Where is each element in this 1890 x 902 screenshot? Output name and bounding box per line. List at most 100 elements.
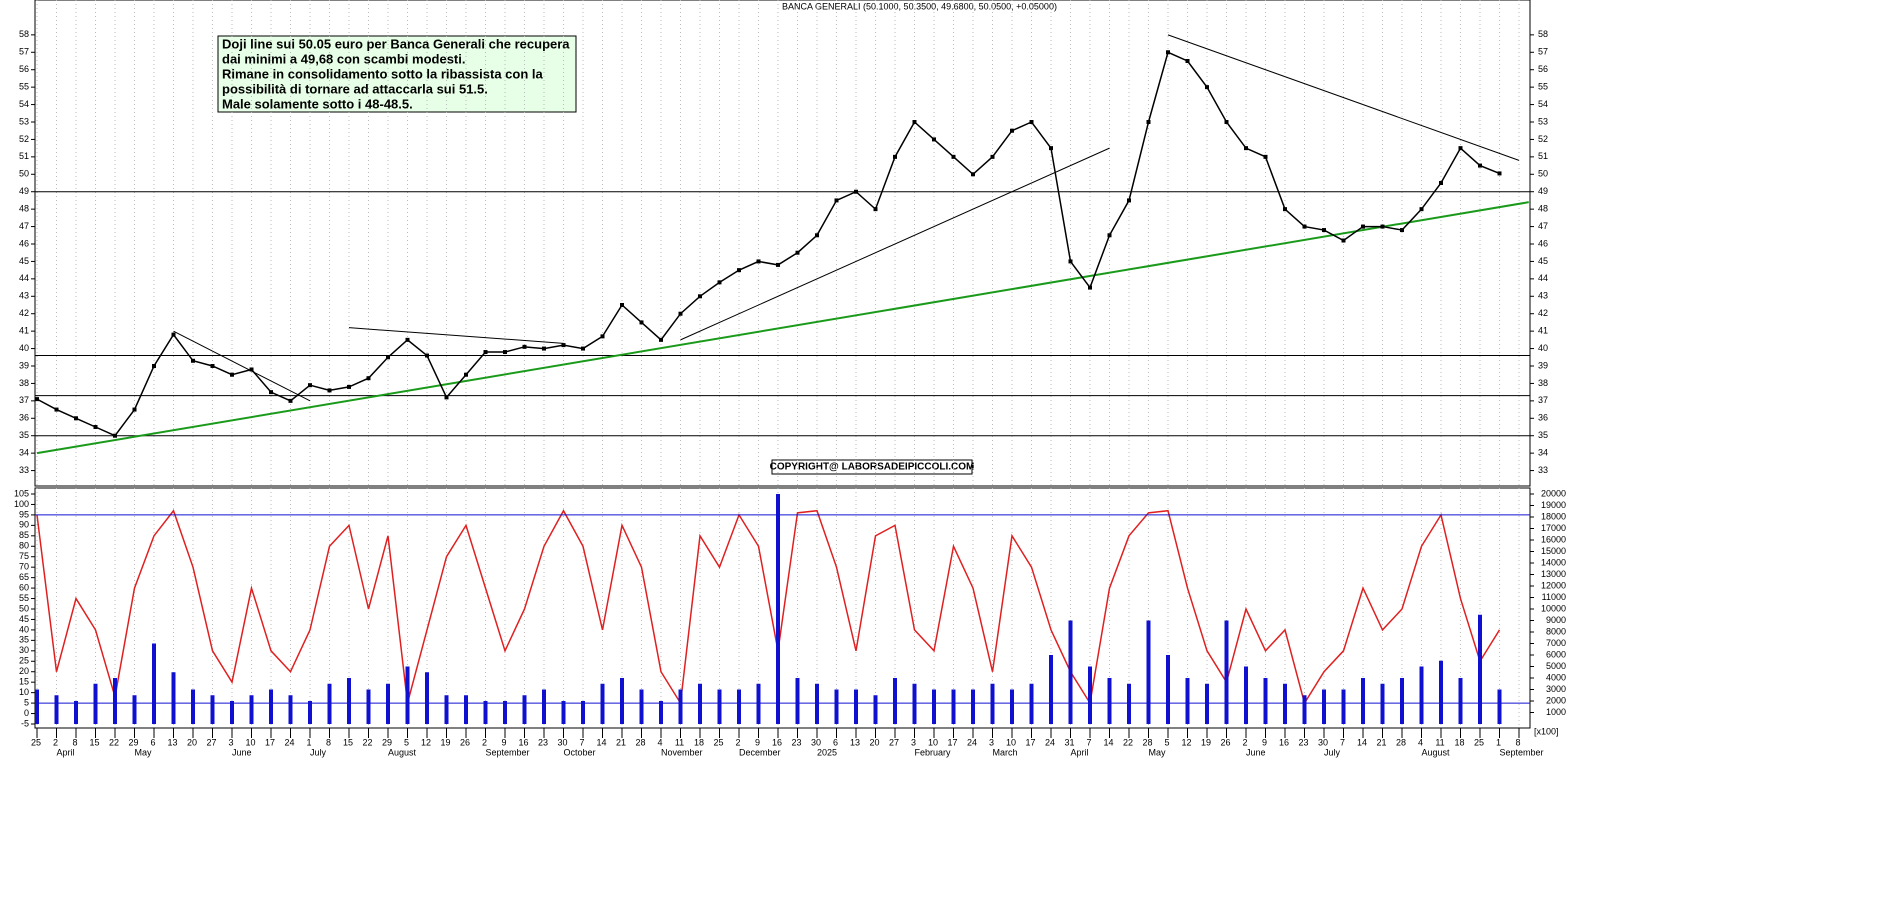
price-marker xyxy=(93,425,98,429)
y-tick-label: 49 xyxy=(19,186,29,196)
price-marker xyxy=(678,311,683,316)
trend-line xyxy=(36,201,1529,455)
x-tick-label: 15 xyxy=(89,737,99,747)
y-tick-label: 48 xyxy=(19,204,29,214)
y-tick-label: 40 xyxy=(19,343,29,353)
y-tick-label: 70 xyxy=(19,562,29,572)
x-tick-label: 30 xyxy=(1318,737,1328,747)
y2-tick-label: 9000 xyxy=(1546,615,1566,625)
x-tick-label: 3 xyxy=(911,737,916,747)
x-tick-label: 12 xyxy=(1181,737,1191,747)
volume-bar xyxy=(113,678,117,724)
x-tick-label: 31 xyxy=(1064,737,1074,747)
price-marker xyxy=(1458,146,1463,151)
y2-tick-label: 1000 xyxy=(1546,707,1566,717)
x-tick-label: 8 xyxy=(326,737,331,747)
x-tick-label: 16 xyxy=(772,737,782,747)
price-marker xyxy=(1010,128,1014,133)
volume-bar xyxy=(54,695,59,724)
volume-bar xyxy=(1146,620,1151,724)
y-tick-label: 58 xyxy=(19,29,29,39)
y-tick-label: 60 xyxy=(19,582,29,592)
trend-line xyxy=(173,330,311,402)
price-marker xyxy=(698,294,702,299)
y-tick-label: 44 xyxy=(1538,273,1548,283)
y-tick-label: 65 xyxy=(19,572,29,582)
price-marker xyxy=(737,268,741,273)
y-tick-label: 5 xyxy=(24,697,29,707)
volume-bar xyxy=(912,683,917,724)
x-tick-label: 23 xyxy=(1298,737,1308,747)
month-label: June xyxy=(232,747,252,757)
month-label: September xyxy=(1500,747,1544,757)
price-marker xyxy=(171,332,176,337)
x-tick-label: 27 xyxy=(206,737,216,747)
price-marker xyxy=(1068,259,1073,264)
x-tick-label: 27 xyxy=(889,737,899,747)
y-tick-label: 20 xyxy=(19,666,29,676)
x-tick-label: 6 xyxy=(150,737,155,747)
price-marker xyxy=(1146,120,1151,124)
month-label: May xyxy=(1149,747,1167,757)
price-marker xyxy=(717,280,722,285)
price-marker xyxy=(951,154,956,159)
volume-bar xyxy=(152,643,156,724)
price-panel xyxy=(34,0,1531,487)
volume-bar xyxy=(561,701,566,724)
price-marker xyxy=(483,350,488,355)
price-marker xyxy=(269,390,273,395)
volume-bar xyxy=(971,689,975,724)
y-tick-label: 90 xyxy=(19,520,29,530)
month-label: November xyxy=(661,747,703,757)
y-tick-label: 46 xyxy=(19,238,29,248)
y2-tick-label: 17000 xyxy=(1541,523,1566,533)
price-marker xyxy=(756,259,761,264)
y-tick-label: 44 xyxy=(19,273,29,283)
price-marker xyxy=(854,189,858,194)
y-tick-label: 35 xyxy=(19,430,29,440)
volume-bar xyxy=(347,678,351,724)
volume-bar xyxy=(698,683,702,724)
y2-tick-label: 14000 xyxy=(1541,557,1566,567)
price-marker xyxy=(1283,207,1287,212)
volume-bar xyxy=(815,683,819,724)
y-tick-label: 49 xyxy=(1538,186,1548,196)
volume-bar xyxy=(425,672,429,724)
volume-bar xyxy=(659,701,663,724)
price-marker xyxy=(74,416,78,421)
x-tick-label: 15 xyxy=(343,737,353,747)
volume-bar xyxy=(483,701,488,724)
y-tick-label: 40 xyxy=(1538,343,1548,353)
x-tick-label: 2 xyxy=(1242,737,1247,747)
trend-line xyxy=(680,147,1110,341)
x-tick-label: 14 xyxy=(596,737,606,747)
volume-bar xyxy=(1380,683,1385,724)
note-text: Doji line sui 50.05 euro per Banca Gener… xyxy=(222,36,570,51)
price-marker xyxy=(1166,50,1170,55)
volume-bar xyxy=(1458,678,1463,724)
trend-line xyxy=(348,327,564,344)
volume-bar xyxy=(444,695,449,724)
price-marker xyxy=(308,383,312,388)
y2-tick-label: 10000 xyxy=(1541,603,1566,613)
price-marker xyxy=(405,337,410,342)
y-tick-label: 41 xyxy=(19,326,29,336)
x-tick-label: 6 xyxy=(833,737,838,747)
volume-bar xyxy=(1341,689,1346,724)
y2-tick-label: 8000 xyxy=(1546,626,1566,636)
x-tick-label: 3 xyxy=(228,737,233,747)
x-tick-label: 5 xyxy=(1164,737,1169,747)
y2-tick-label: 18000 xyxy=(1541,511,1566,521)
price-marker xyxy=(834,198,839,203)
price-marker xyxy=(366,376,371,381)
volume-bar xyxy=(639,689,644,724)
y-tick-label: 33 xyxy=(19,465,29,475)
volume-bar xyxy=(1497,689,1502,724)
x-tick-label: 8 xyxy=(1515,737,1520,747)
volume-bar xyxy=(386,683,390,724)
price-marker xyxy=(210,364,215,368)
volume-bar xyxy=(795,678,800,724)
volume-bar xyxy=(1010,689,1014,724)
x-tick-label: 1 xyxy=(306,737,311,747)
price-marker xyxy=(347,384,351,389)
